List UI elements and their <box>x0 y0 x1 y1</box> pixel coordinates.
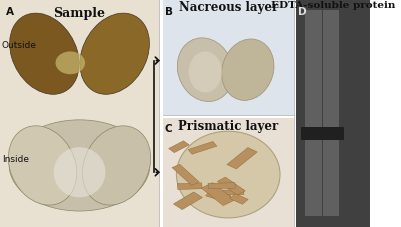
Bar <box>208 183 235 189</box>
Bar <box>188 142 217 155</box>
Bar <box>217 177 245 195</box>
Text: B: B <box>164 7 172 17</box>
Ellipse shape <box>8 126 77 205</box>
Bar <box>163 118 294 227</box>
Ellipse shape <box>177 39 233 102</box>
Text: D: D <box>298 7 306 17</box>
Text: A: A <box>6 7 14 17</box>
Bar <box>177 183 202 190</box>
Bar <box>230 194 248 204</box>
Ellipse shape <box>10 14 79 95</box>
Bar <box>302 127 344 141</box>
Ellipse shape <box>80 14 150 95</box>
Text: Sample: Sample <box>53 7 105 20</box>
Bar <box>163 0 294 116</box>
Bar <box>169 141 189 153</box>
Bar <box>206 190 231 202</box>
Ellipse shape <box>54 148 105 197</box>
Text: C: C <box>164 124 172 134</box>
Ellipse shape <box>188 52 222 93</box>
Bar <box>173 192 203 210</box>
Ellipse shape <box>9 120 150 211</box>
Ellipse shape <box>82 126 151 205</box>
Bar <box>305 11 322 216</box>
Bar <box>216 190 244 195</box>
Bar <box>322 11 339 216</box>
Text: Nacreous layer: Nacreous layer <box>178 1 278 14</box>
Ellipse shape <box>176 132 280 218</box>
Ellipse shape <box>222 40 274 101</box>
Ellipse shape <box>55 52 85 75</box>
Bar <box>227 148 257 169</box>
Text: Inside: Inside <box>2 154 29 163</box>
Bar <box>201 183 235 206</box>
Text: Prismatic layer: Prismatic layer <box>178 119 278 132</box>
Bar <box>172 165 199 185</box>
Text: Outside: Outside <box>2 41 37 50</box>
Text: EDTA-soluble protein: EDTA-soluble protein <box>271 1 395 10</box>
Bar <box>296 0 370 227</box>
Bar <box>0 0 159 227</box>
